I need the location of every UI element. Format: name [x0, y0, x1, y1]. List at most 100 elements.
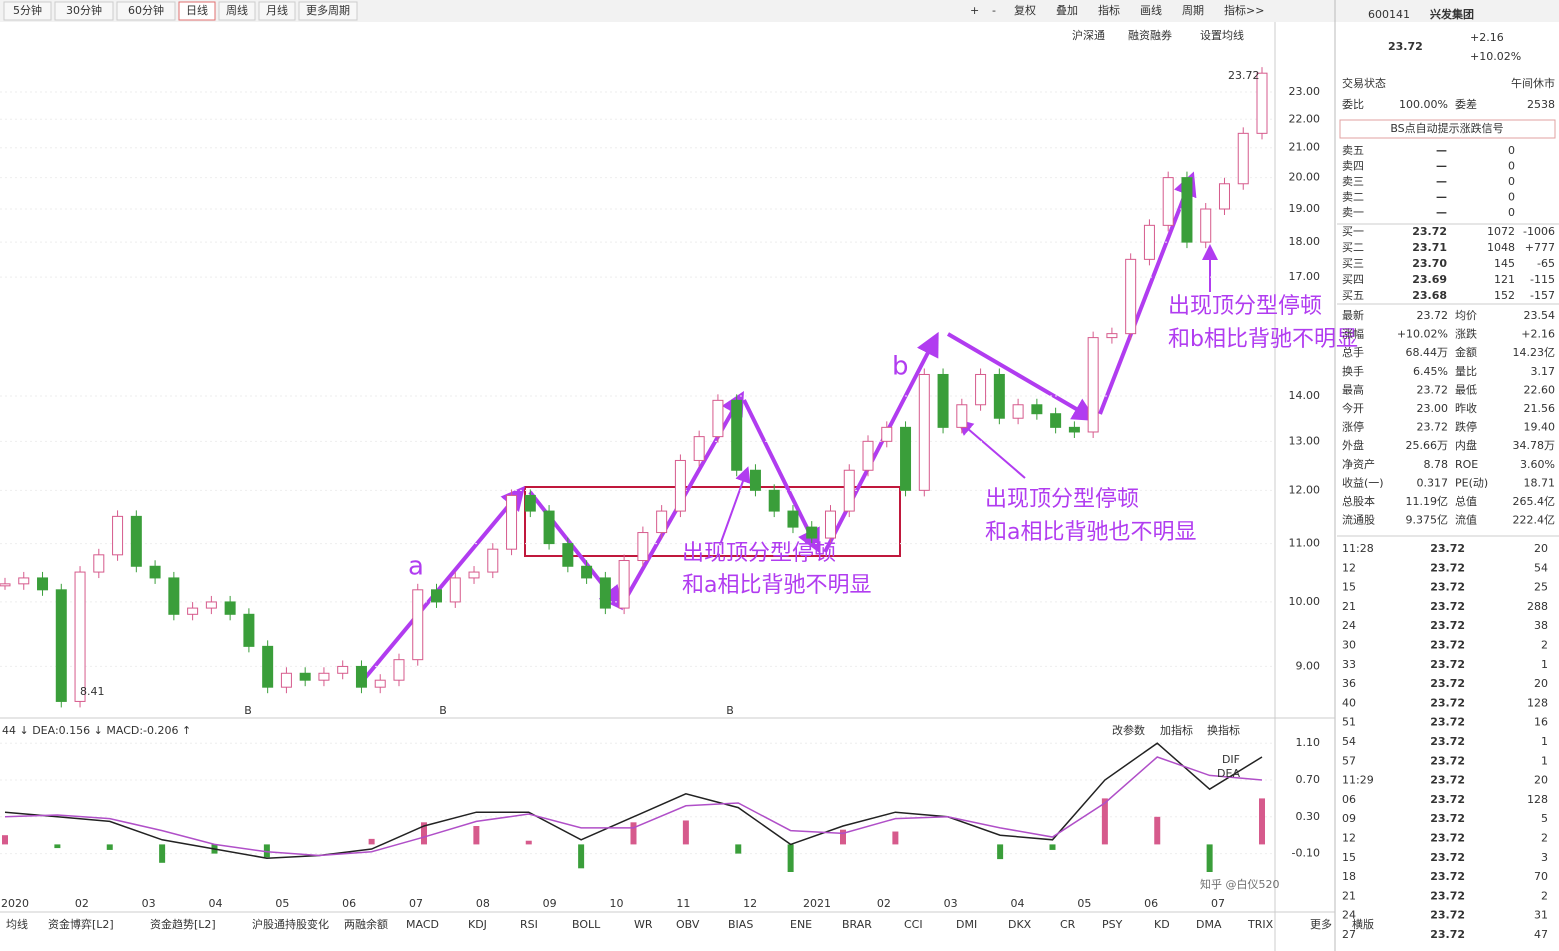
sub-tool[interactable]: 设置均线 [1200, 28, 1244, 42]
candle [112, 515, 124, 556]
tool-button[interactable] [54, 1, 114, 21]
tool-label[interactable]: 月线 [266, 3, 288, 17]
bottom-tab[interactable]: 更多 [1310, 917, 1332, 931]
stat-label: ROE [1455, 458, 1478, 471]
tool-button[interactable] [258, 1, 296, 21]
tool-label[interactable]: 指标 [1098, 3, 1120, 17]
candle [1050, 413, 1062, 428]
candle [506, 494, 518, 550]
tool-button[interactable] [178, 1, 216, 21]
tool-label[interactable]: 复权 [1014, 3, 1036, 17]
bottom-tab[interactable]: KDJ [468, 918, 487, 931]
candle [824, 510, 836, 539]
annotation: 和a相比背驰不明显 [682, 573, 871, 598]
bottom-tab[interactable]: DMI [956, 918, 977, 931]
legend-entry: DIF [1222, 753, 1240, 766]
macd-bar [892, 831, 899, 845]
tool-label[interactable]: 日线 [186, 3, 208, 17]
tick-price: 23.72 [1430, 639, 1465, 652]
x-tick-label: 03 [944, 897, 958, 910]
bottom-tab[interactable]: 均线 [6, 917, 28, 931]
macd-button[interactable]: 换指标 [1207, 723, 1240, 737]
macd-bar [787, 844, 794, 872]
bottom-tab[interactable]: WR [634, 918, 653, 931]
bottom-tab[interactable]: MACD [406, 918, 439, 931]
candle [412, 589, 424, 661]
tool-label[interactable]: 叠加 [1056, 4, 1078, 17]
book-price: — [1436, 206, 1447, 219]
stat-label: 均价 [1455, 309, 1477, 322]
sub-tool[interactable]: 融资融券 [1128, 28, 1172, 42]
bottom-tab[interactable]: CCI [904, 918, 923, 931]
macd-bar [263, 844, 270, 858]
macd-button[interactable]: 改参数 [1112, 723, 1145, 737]
tick-volume: 38 [1534, 619, 1548, 632]
bottom-tab[interactable]: DMA [1196, 918, 1222, 931]
candle [1162, 177, 1174, 226]
tick-price: 23.72 [1430, 754, 1465, 767]
y-tick-label: -0.10 [1292, 847, 1320, 860]
candle [205, 601, 217, 609]
bottom-tab[interactable]: PSY [1102, 918, 1123, 931]
macd-bar [578, 844, 585, 869]
bottom-tab[interactable]: KD [1154, 918, 1170, 931]
tool-button[interactable] [116, 1, 176, 21]
candle [318, 672, 330, 681]
tool-label[interactable]: 指标>> [1224, 3, 1264, 17]
book-volume: 0 [1508, 191, 1515, 204]
tick-volume: 2 [1541, 889, 1548, 902]
tool-label[interactable]: 30分钟 [66, 3, 102, 17]
tool-button[interactable] [3, 1, 52, 21]
stat-value: 34.78万 [1513, 439, 1556, 452]
bottom-tab[interactable]: 资金趋势[L2] [150, 917, 216, 931]
bottom-tab[interactable]: CR [1060, 918, 1076, 931]
sub-tool[interactable]: 沪深通 [1072, 28, 1105, 42]
bottom-tab[interactable]: 沪股通持股变化 [252, 917, 329, 931]
tool-label[interactable]: 更多周期 [306, 3, 350, 17]
macd-bar [54, 844, 61, 849]
candle [712, 399, 724, 438]
tool-label[interactable]: 画线 [1140, 3, 1162, 17]
bottom-tab[interactable]: BOLL [572, 918, 601, 931]
stat-label: 外盘 [1342, 438, 1364, 452]
tool-label[interactable]: 5分钟 [13, 3, 42, 17]
bottom-tab[interactable]: 资金博弈[L2] [48, 917, 114, 931]
bottom-tab[interactable]: RSI [520, 918, 538, 931]
tool-label[interactable]: - [992, 4, 996, 17]
stat-label: 换手 [1342, 364, 1364, 378]
bottom-tab[interactable]: 横版 [1352, 917, 1374, 931]
candle [74, 571, 86, 702]
bottom-tab[interactable]: ENE [790, 918, 812, 931]
tick-volume: 31 [1534, 909, 1548, 922]
tick-time: 36 [1342, 677, 1356, 690]
candle [1237, 132, 1249, 185]
candle [1106, 333, 1118, 339]
tick-price: 23.72 [1430, 928, 1465, 941]
tick-volume: 128 [1527, 696, 1548, 709]
low-label: 8.41 [80, 685, 105, 698]
bottom-tab[interactable]: DKX [1008, 918, 1032, 931]
tick-time: 54 [1342, 735, 1356, 748]
tool-label[interactable]: 周线 [226, 3, 248, 17]
bottom-tab[interactable]: 两融余额 [344, 917, 388, 931]
bottom-tab[interactable]: TRIX [1247, 918, 1274, 931]
book-volume: 0 [1508, 206, 1515, 219]
tool-button[interactable] [218, 1, 256, 21]
bottom-tab[interactable]: OBV [676, 918, 700, 931]
bottom-tab[interactable]: BIAS [728, 918, 753, 931]
candle [299, 672, 311, 681]
candle [731, 399, 743, 471]
book-label: 买二 [1342, 241, 1364, 254]
stat-label: 最高 [1342, 382, 1364, 396]
tool-label[interactable]: 60分钟 [128, 3, 164, 17]
stat-label: 涨停 [1342, 420, 1364, 434]
tool-button[interactable] [298, 1, 358, 21]
tick-time: 21 [1342, 600, 1356, 613]
tool-label[interactable]: 周期 [1182, 4, 1204, 17]
tool-label[interactable]: + [970, 4, 979, 17]
book-volume: 1072 [1487, 225, 1515, 238]
macd-button[interactable]: 加指标 [1160, 723, 1193, 737]
banner[interactable]: BS点自动提示涨跌信号 [1390, 121, 1503, 135]
y-tick-label: 0.70 [1296, 773, 1321, 786]
bottom-tab[interactable]: BRAR [842, 918, 872, 931]
